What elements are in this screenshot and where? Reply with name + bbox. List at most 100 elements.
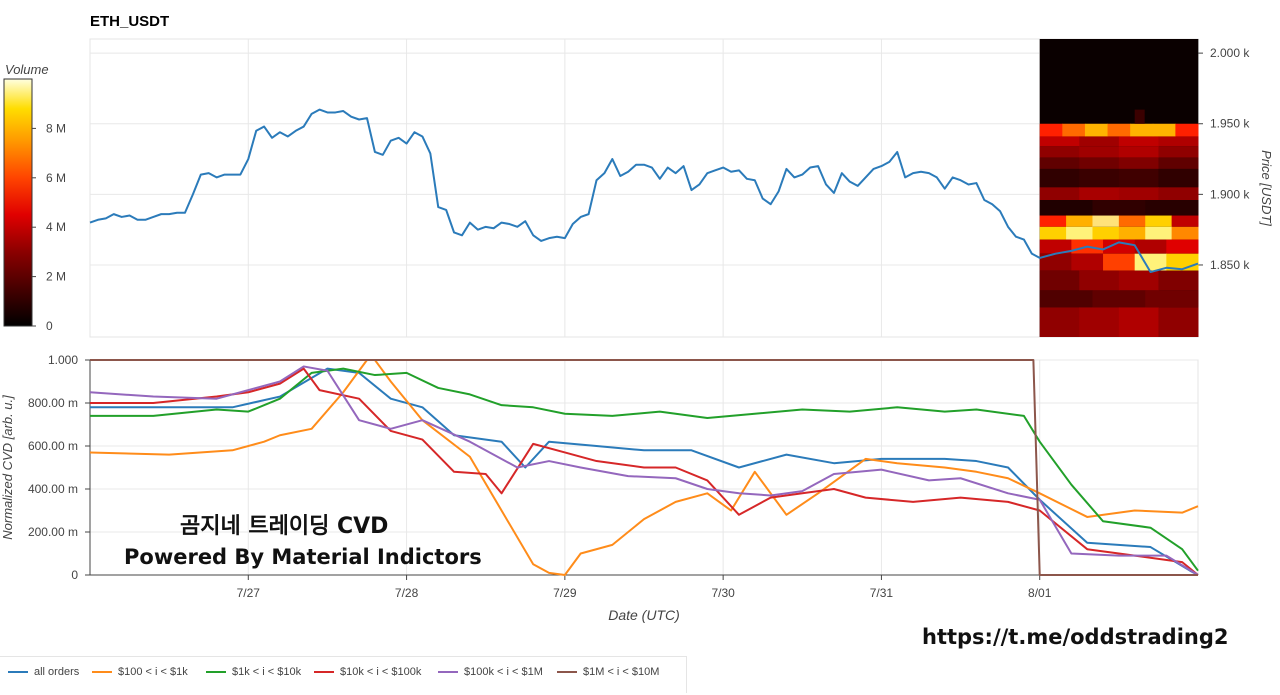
- legend-label: $1M < i < $10M: [583, 666, 660, 678]
- heatmap-cell: [1039, 157, 1080, 169]
- legend: all orders $100 < i < $1k $1k < i < $10k $1…: [0, 656, 687, 693]
- cvd-xtick-label: 7/28: [395, 586, 419, 600]
- price-chart[interactable]: 1.850 k 1.900 k 1.950 k 2.000 k Price [USDT]: [89, 38, 1274, 338]
- cvd-ytick-label: 600.00 m: [28, 439, 78, 453]
- orderbook-heatmap: [1039, 39, 1199, 337]
- price-plot-area: [89, 38, 1199, 338]
- heatmap-cell: [1039, 168, 1080, 188]
- heatmap-cell: [1145, 290, 1199, 308]
- chart-canvas: Volume 0 2 M 4 M 6 M 8 M 1.850 k 1.900 k 1.950 …: [0, 38, 1274, 623]
- colorbar-tick-label: 6 M: [46, 171, 66, 185]
- price-ytick-label: 1.850 k: [1210, 258, 1250, 272]
- heatmap-cell: [1118, 215, 1146, 227]
- cvd-ytick-label: 0: [71, 568, 78, 582]
- cvd-series-line: [90, 367, 1199, 576]
- legend-swatch: [438, 671, 458, 673]
- price-line: [89, 108, 1199, 274]
- heatmap-cell: [1039, 200, 1093, 216]
- heatmap-cell: [1158, 136, 1199, 147]
- cvd-xtick-label: 7/29: [553, 586, 577, 600]
- colorbar-tick-label: 0: [46, 319, 53, 333]
- legend-swatch: [206, 671, 226, 673]
- colorbar-gradient: [3, 78, 33, 327]
- cvd-xtick-label: 7/30: [711, 586, 735, 600]
- heatmap-cell: [1039, 270, 1080, 291]
- legend-label: $100 < i < $1k: [118, 666, 188, 678]
- heatmap-cell: [1171, 215, 1199, 227]
- legend-item[interactable]: all orders: [8, 666, 79, 678]
- heatmap-cell: [1071, 253, 1104, 271]
- heatmap-cell: [1118, 146, 1159, 158]
- heatmap-cell: [1118, 136, 1159, 147]
- cvd-xtick-label: 7/31: [870, 586, 894, 600]
- cvd-ytick-label: 1.000: [48, 353, 78, 367]
- heatmap-cell: [1118, 307, 1159, 337]
- heatmap-cell: [1079, 136, 1120, 147]
- heatmap-cell: [1175, 123, 1199, 137]
- cvd-x-axis-label: Date (UTC): [608, 607, 680, 623]
- heatmap-cell: [1107, 123, 1131, 137]
- heatmap-cell: [1066, 215, 1093, 227]
- legend-swatch: [92, 671, 112, 673]
- heatmap-cell: [1134, 239, 1167, 254]
- heatmap-cell: [1079, 270, 1120, 291]
- heatmap-cell: [1118, 187, 1159, 201]
- legend-swatch: [557, 671, 577, 673]
- heatmap-cell: [1079, 187, 1120, 201]
- legend-label: $10k < i < $100k: [340, 666, 422, 678]
- price-ytick-label: 1.900 k: [1210, 187, 1250, 201]
- heatmap-cell: [1118, 157, 1159, 169]
- heatmap-cell: [1118, 270, 1159, 291]
- heatmap-cell: [1130, 123, 1154, 137]
- legend-item[interactable]: $100k < i < $1M: [438, 666, 543, 678]
- heatmap-cell: [1158, 157, 1199, 169]
- heatmap-cell: [1134, 109, 1145, 124]
- heatmap-cell: [1039, 136, 1080, 147]
- legend-item[interactable]: $10k < i < $100k: [314, 666, 421, 678]
- heatmap-cell: [1158, 187, 1199, 201]
- price-ytick-label: 2.000 k: [1210, 46, 1250, 60]
- heatmap-cell: [1118, 226, 1146, 240]
- heatmap-cell: [1158, 168, 1199, 188]
- colorbar-tick-label: 8 M: [46, 121, 66, 135]
- heatmap-cell: [1145, 226, 1173, 240]
- heatmap-cell: [1084, 123, 1109, 137]
- heatmap-cell: [1066, 226, 1093, 240]
- cvd-chart[interactable]: 7/27 7/28 7/29 7/30 7/31 8/01 0 200.00 m 400.00 …: [0, 353, 1199, 623]
- price-axis-label: Price [USDT]: [1259, 150, 1274, 226]
- heatmap-cell: [1152, 123, 1176, 137]
- heatmap-cell: [1092, 226, 1120, 240]
- cvd-xtick-label: 7/27: [237, 586, 261, 600]
- cvd-ytick-label: 200.00 m: [28, 525, 78, 539]
- cvd-ytick-label: 400.00 m: [28, 482, 78, 496]
- heatmap-cell: [1092, 290, 1146, 308]
- cvd-series-line: [90, 359, 1198, 576]
- telegram-link[interactable]: https://t.me/oddstrading2: [922, 625, 1229, 649]
- legend-item[interactable]: $1M < i < $10M: [557, 666, 659, 678]
- legend-swatch: [314, 671, 334, 673]
- legend-item[interactable]: $100 < i < $1k: [92, 666, 188, 678]
- cvd-series-line: [90, 367, 1199, 572]
- cvd-ytick-label: 800.00 m: [28, 396, 78, 410]
- heatmap-cell: [1039, 187, 1080, 201]
- heatmap-cell: [1039, 226, 1067, 240]
- heatmap-cell: [1039, 123, 1063, 137]
- legend-label: $1k < i < $10k: [232, 666, 302, 678]
- heatmap-cell: [1079, 146, 1120, 158]
- heatmap-cell: [1171, 226, 1199, 240]
- heatmap-cell: [1145, 200, 1199, 216]
- heatmap-cell: [1158, 146, 1199, 158]
- cvd-series-line: [89, 359, 1199, 576]
- heatmap-cell: [1092, 215, 1120, 227]
- colorbar-tick-label: 4 M: [46, 220, 66, 234]
- price-ytick-label: 1.950 k: [1210, 117, 1250, 131]
- heatmap-cell: [1158, 270, 1199, 291]
- heatmap-cell: [1039, 253, 1072, 271]
- heatmap-cell: [1145, 215, 1173, 227]
- heatmap-cell: [1039, 290, 1093, 308]
- legend-label: all orders: [34, 666, 80, 678]
- heatmap-cell: [1079, 168, 1120, 188]
- legend-swatch: [8, 671, 28, 673]
- heatmap-cell: [1118, 168, 1159, 188]
- legend-item[interactable]: $1k < i < $10k: [206, 666, 301, 678]
